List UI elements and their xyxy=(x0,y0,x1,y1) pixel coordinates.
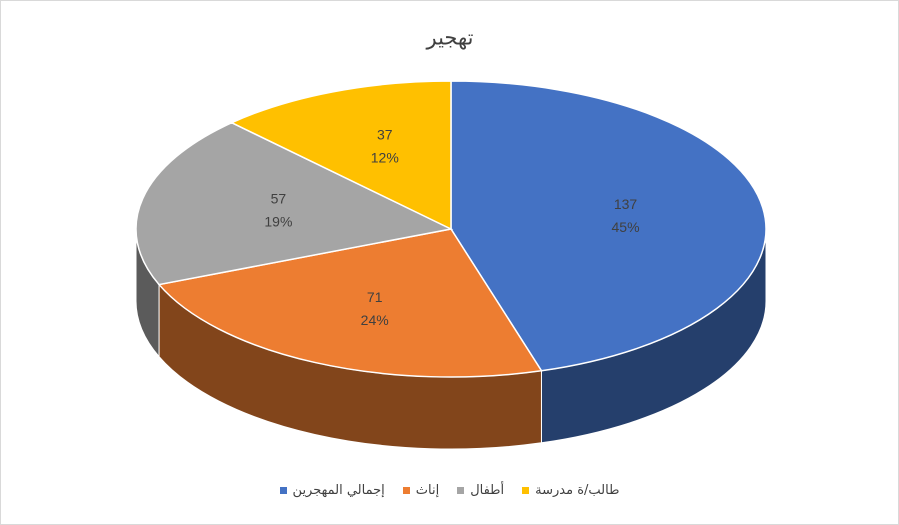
legend-item: إناث xyxy=(402,483,440,498)
slice xyxy=(157,228,543,378)
legend-item: أطفال xyxy=(457,483,504,498)
slice xyxy=(450,80,767,372)
legend-label: طالب/ة مدرسة xyxy=(535,483,620,498)
legend-label: أطفال xyxy=(470,483,505,498)
value-label: 71 xyxy=(367,289,383,305)
slice xyxy=(230,80,452,231)
legend-label: إناث xyxy=(415,483,440,498)
value-label: 57 xyxy=(271,190,287,206)
legend: إجمالي المهجرين إناث أطفال طالب/ة مدرسة xyxy=(1,483,898,498)
percent-label: 24% xyxy=(361,312,389,328)
legend-swatch xyxy=(279,487,287,494)
legend-label: إجمالي المهجرين xyxy=(292,483,385,498)
chart-title: تهجير xyxy=(425,27,473,51)
slice xyxy=(135,121,454,286)
value-label: 37 xyxy=(377,126,393,142)
percent-label: 19% xyxy=(264,213,292,229)
legend-swatch xyxy=(457,487,465,494)
legend-swatch xyxy=(402,487,410,494)
legend-item: طالب/ة مدرسة xyxy=(522,483,619,498)
percent-label: 45% xyxy=(612,219,640,235)
legend-item: إجمالي المهجرين xyxy=(279,483,385,498)
percent-label: 12% xyxy=(371,149,399,165)
value-label: 137 xyxy=(614,196,638,212)
legend-swatch xyxy=(522,487,530,494)
